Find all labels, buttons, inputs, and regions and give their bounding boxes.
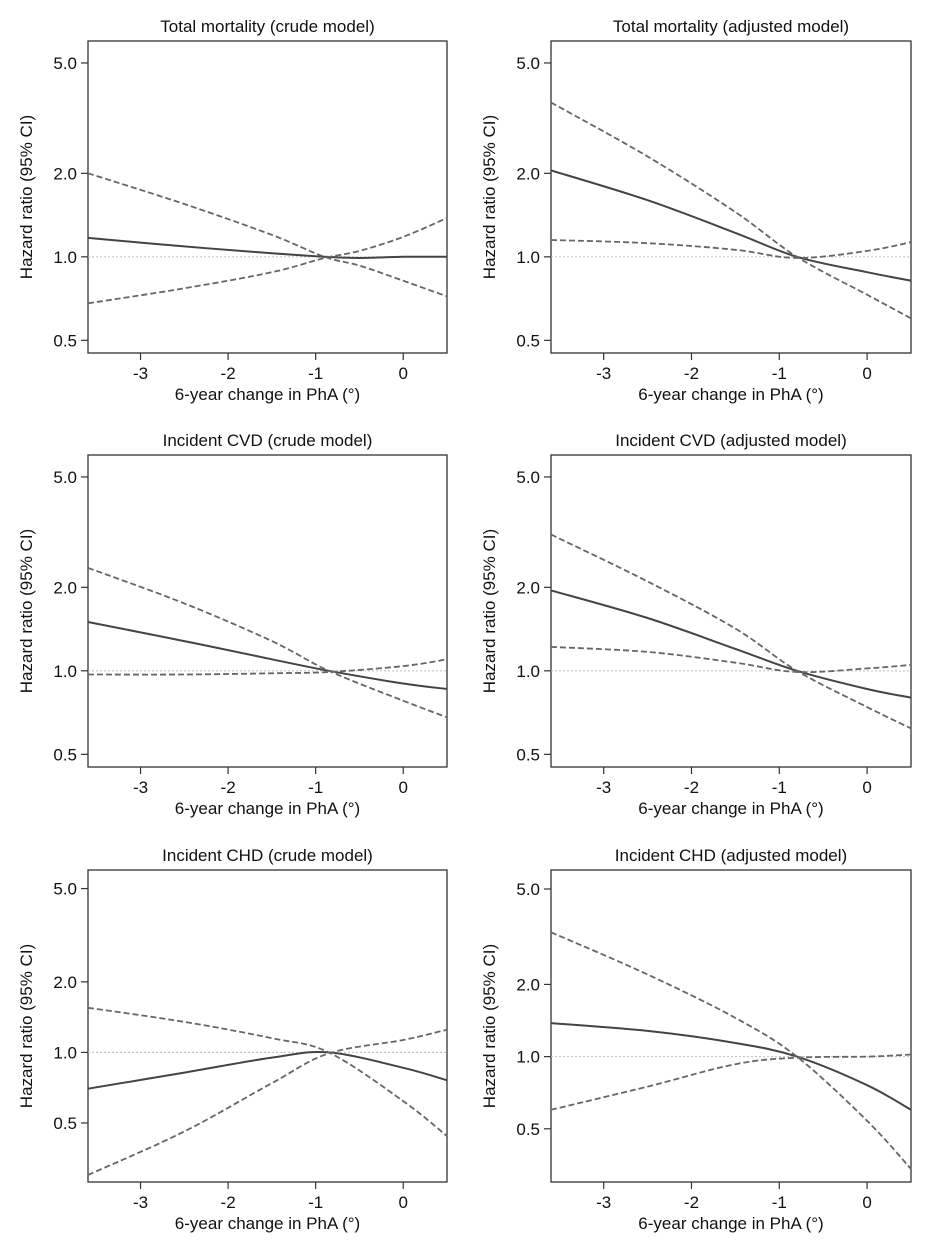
y-tick-label: 2.0 bbox=[53, 973, 77, 992]
x-tick-label: -1 bbox=[308, 1193, 323, 1212]
lower-ci-line bbox=[87, 217, 448, 305]
x-tick-label: -2 bbox=[221, 778, 236, 797]
hazard-ratio-line bbox=[87, 621, 448, 690]
x-tick-label: -1 bbox=[308, 778, 323, 797]
chart-panel-6: Incident CHD (adjusted model) -3 -2 -1 0 0.5 1… bbox=[480, 846, 912, 1233]
y-tick-label: 2.0 bbox=[53, 578, 77, 597]
chart-title: Incident CHD (crude model) bbox=[162, 846, 373, 865]
chart-panel-2: Total mortality (adjusted model) -3 -2 -1 0 0… bbox=[480, 17, 912, 404]
x-tick-label: -3 bbox=[133, 778, 148, 797]
lower-ci-line bbox=[87, 1028, 448, 1176]
y-tick-label: 0.5 bbox=[516, 331, 540, 350]
chart-panel-4: Incident CVD (adjusted model) -3 -2 -1 0 0.5 1… bbox=[480, 431, 912, 818]
y-tick-label: 1.0 bbox=[516, 248, 540, 267]
hazard-ratio-line bbox=[550, 169, 912, 282]
x-tick-label: -2 bbox=[684, 1193, 699, 1212]
plot-frame bbox=[550, 869, 912, 1183]
chart-title: Incident CHD (adjusted model) bbox=[615, 846, 847, 865]
x-tick-label: -2 bbox=[684, 778, 699, 797]
hazard-ratio-line bbox=[87, 1051, 448, 1090]
x-tick-label: -3 bbox=[596, 778, 611, 797]
plot-frame bbox=[550, 454, 912, 768]
y-tick-label: 5.0 bbox=[53, 54, 77, 73]
y-tick-label: 5.0 bbox=[53, 468, 77, 487]
x-tick-label: 0 bbox=[398, 778, 407, 797]
y-axis-label: Hazard ratio (95% CI) bbox=[17, 529, 36, 693]
plot-frame bbox=[87, 869, 448, 1183]
y-tick-label: 1.0 bbox=[53, 1043, 77, 1062]
x-tick-label: -2 bbox=[221, 1193, 236, 1212]
x-tick-label: -3 bbox=[596, 364, 611, 383]
x-axis-label: 6-year change in PhA (°) bbox=[175, 385, 360, 404]
x-tick-label: -2 bbox=[221, 364, 236, 383]
upper-ci-line bbox=[550, 533, 912, 730]
y-tick-label: 5.0 bbox=[516, 468, 540, 487]
y-tick-label: 2.0 bbox=[516, 975, 540, 994]
x-tick-label: 0 bbox=[862, 778, 871, 797]
upper-ci-line bbox=[550, 101, 912, 320]
y-tick-label: 0.5 bbox=[53, 1114, 77, 1133]
x-tick-label: 0 bbox=[862, 1193, 871, 1212]
y-tick-label: 2.0 bbox=[516, 578, 540, 597]
hazard-ratio-line bbox=[550, 589, 912, 699]
y-axis-label: Hazard ratio (95% CI) bbox=[17, 115, 36, 279]
y-tick-label: 1.0 bbox=[516, 662, 540, 681]
chart-panel-3: Incident CVD (crude model) -3 -2 -1 0 0.5 1.0 2… bbox=[17, 431, 448, 818]
x-axis-label: 6-year change in PhA (°) bbox=[638, 1214, 823, 1233]
y-tick-label: 5.0 bbox=[516, 54, 540, 73]
lower-ci-line bbox=[550, 239, 912, 259]
x-tick-label: -1 bbox=[772, 364, 787, 383]
plot-frame bbox=[87, 40, 448, 354]
x-tick-label: -1 bbox=[772, 1193, 787, 1212]
x-axis-label: 6-year change in PhA (°) bbox=[175, 799, 360, 818]
x-tick-label: -3 bbox=[133, 364, 148, 383]
x-tick-label: 0 bbox=[862, 364, 871, 383]
chart-panel-5: Incident CHD (crude model) -3 -2 -1 0 0.5 1.0 2… bbox=[17, 846, 448, 1233]
y-tick-label: 1.0 bbox=[516, 1048, 540, 1067]
x-tick-label: -1 bbox=[308, 364, 323, 383]
y-axis-label: Hazard ratio (95% CI) bbox=[480, 115, 499, 279]
x-axis-label: 6-year change in PhA (°) bbox=[638, 799, 823, 818]
upper-ci-line bbox=[550, 931, 912, 1170]
x-tick-label: -1 bbox=[772, 778, 787, 797]
x-axis-label: 6-year change in PhA (°) bbox=[638, 385, 823, 404]
plot-frame bbox=[87, 454, 448, 768]
y-tick-label: 0.5 bbox=[516, 745, 540, 764]
upper-ci-line bbox=[87, 172, 448, 298]
y-axis-label: Hazard ratio (95% CI) bbox=[480, 529, 499, 693]
x-axis-label: 6-year change in PhA (°) bbox=[175, 1214, 360, 1233]
lower-ci-line bbox=[550, 1053, 912, 1111]
plot-frame bbox=[550, 40, 912, 354]
x-tick-label: -3 bbox=[133, 1193, 148, 1212]
y-axis-label: Hazard ratio (95% CI) bbox=[17, 944, 36, 1108]
x-tick-label: -2 bbox=[684, 364, 699, 383]
y-axis-label: Hazard ratio (95% CI) bbox=[480, 944, 499, 1108]
y-tick-label: 0.5 bbox=[53, 745, 77, 764]
hazard-ratio-line bbox=[87, 236, 448, 260]
chart-title: Incident CVD (crude model) bbox=[163, 431, 373, 450]
y-tick-label: 5.0 bbox=[516, 880, 540, 899]
y-tick-label: 0.5 bbox=[516, 1120, 540, 1139]
y-tick-label: 2.0 bbox=[53, 164, 77, 183]
chart-panel-1: Total mortality (crude model) -3 -2 -1 0 0.5 1… bbox=[17, 17, 448, 404]
x-tick-label: 0 bbox=[398, 364, 407, 383]
chart-title: Total mortality (adjusted model) bbox=[613, 17, 849, 36]
y-tick-label: 1.0 bbox=[53, 248, 77, 267]
lower-ci-line bbox=[87, 658, 448, 676]
chart-title: Incident CVD (adjusted model) bbox=[615, 431, 847, 450]
chart-title: Total mortality (crude model) bbox=[160, 17, 374, 36]
upper-ci-line bbox=[87, 1006, 448, 1137]
hazard-ratio-line bbox=[550, 1022, 912, 1111]
y-tick-label: 0.5 bbox=[53, 331, 77, 350]
y-tick-label: 1.0 bbox=[53, 662, 77, 681]
y-tick-label: 5.0 bbox=[53, 880, 77, 899]
x-tick-label: 0 bbox=[398, 1193, 407, 1212]
y-tick-label: 2.0 bbox=[516, 164, 540, 183]
upper-ci-line bbox=[87, 567, 448, 719]
x-tick-label: -3 bbox=[596, 1193, 611, 1212]
lower-ci-line bbox=[550, 646, 912, 674]
